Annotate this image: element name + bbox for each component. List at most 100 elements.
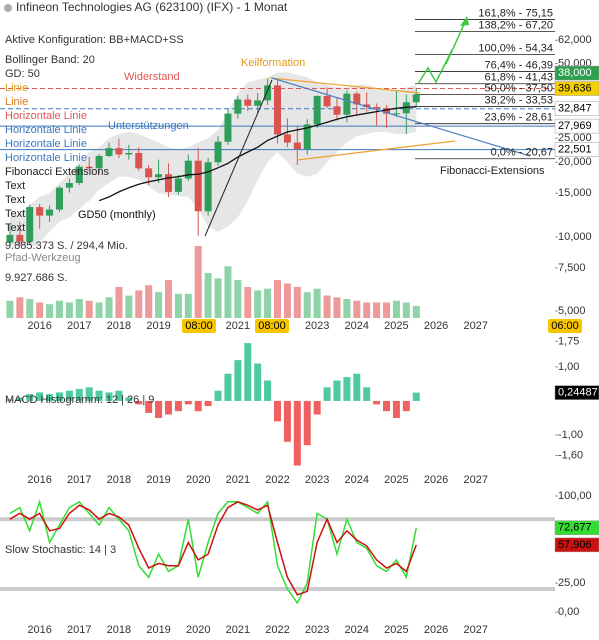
drawing-label: Horizontale Linie [5,110,87,122]
candle-body [293,142,301,150]
x-tick-label: 2027 [463,474,487,486]
x-tick-label: 2018 [107,474,131,486]
value-flag [554,65,599,81]
y-tick-label: 20,000 [558,156,592,168]
histogram-bar [115,390,123,401]
y-tick-label: 1,75 [558,335,579,347]
histogram-bar [224,373,232,401]
value-flag [554,537,599,553]
volume-bar [402,302,410,318]
volume-bar [155,292,163,318]
candle-body [283,134,291,143]
volume-bar [392,300,400,318]
volume-plot [6,246,420,318]
volume-bar [105,297,113,318]
drawing-label: Text [5,194,25,206]
fib-label: 138,2% - 67,20 [478,20,553,32]
fib-label: 100,0% - 54,34 [478,42,553,54]
histogram-bar [303,400,311,446]
stochastic-line [9,500,418,596]
annotation: Keilformation [241,57,305,69]
candle-body [95,155,103,169]
config: Aktive Konfiguration: BB+MACD+SS [5,34,184,46]
trend-line [204,79,273,237]
fib-label: 161,8% - 75,15 [478,7,553,19]
x-tick-label: 2023 [305,474,329,486]
drawing-label: Linie [5,82,28,94]
histogram-bar [105,392,113,401]
volume-bar [164,280,172,318]
x-tick-label: 2023 [305,320,329,332]
fib-name: Fibonacci-Extensions [440,165,545,177]
x-tick-label: 2024 [345,624,369,636]
drawing-tools [204,16,531,237]
y-tick-label: 25,00 [558,577,586,589]
candle-body [16,234,24,242]
volume-bar [303,292,311,318]
y-tick-label: 25,000 [558,132,592,144]
x-tick-label: 2017 [67,474,91,486]
x-tick-label: 2018 [107,624,131,636]
session-box [548,319,582,333]
histogram-bar [6,399,14,401]
candle-body [46,209,54,216]
x-tick-label: 2016 [27,474,51,486]
volume-bar [46,304,54,318]
histogram-bar [26,394,34,401]
x-tick-label: 2017 [67,624,91,636]
title-icon [4,4,12,12]
x-tick-label: 2016 [27,320,51,332]
price-layer [0,19,555,605]
volume-info: 9.927.686 S. [5,272,67,284]
volume-bar [274,280,281,318]
x-tick-label: 2020 [186,474,210,486]
value-flag-label: 39,636 [558,82,592,94]
volume-bar [95,302,103,318]
x-tick-label: 2021 [226,624,250,636]
x-tick-label: 2019 [146,474,170,486]
volume-bar [194,246,202,318]
histogram-bar [254,363,262,401]
x-tick-label: 2027 [463,320,487,332]
histogram-bar [55,392,63,401]
candle-body [85,166,93,169]
x-tick-label: 2019 [146,320,170,332]
volume-bar [174,293,182,318]
histogram-bar [283,400,291,442]
volume-bar [363,302,371,318]
session-label: 08:00 [258,320,286,332]
candle-body [392,113,400,115]
candle-body [412,94,420,103]
histogram-bar [264,380,272,401]
volume-bar [333,297,341,318]
volume-bar [412,305,420,318]
candle-body [26,207,34,242]
histogram-bar [95,390,103,401]
histogram-bar [234,360,242,401]
x-tick-label: 2017 [67,320,91,332]
drawing-label: Text [5,180,25,192]
y-tick-label: 100,00 [558,490,592,502]
volume-bar [36,302,44,318]
volume-bar [383,302,391,318]
indicator-label: Bollinger Band: 20 [5,54,95,66]
histogram-bar [363,387,371,401]
fib-label: 76,4% - 46,39 [485,59,554,71]
overlay-layer: Bollinger Band: 20 GD: 50 Linie Linie Horizo… [5,7,599,636]
histogram-bar [402,400,410,412]
histogram-bar [274,400,281,422]
histogram-bar [184,400,192,405]
volume-bar [293,286,301,318]
candle-body [353,93,361,105]
volume-bar [313,288,321,318]
value-flag [554,118,599,134]
x-tick-label: 2024 [345,474,369,486]
session-box [182,319,216,333]
candle-body [194,160,202,212]
x-tick-label: 2022 [265,474,289,486]
volume-bar [6,300,14,318]
histogram-bar [383,400,391,412]
value-flag [554,142,599,157]
fib-label: 38,2% - 33,53 [485,94,554,106]
